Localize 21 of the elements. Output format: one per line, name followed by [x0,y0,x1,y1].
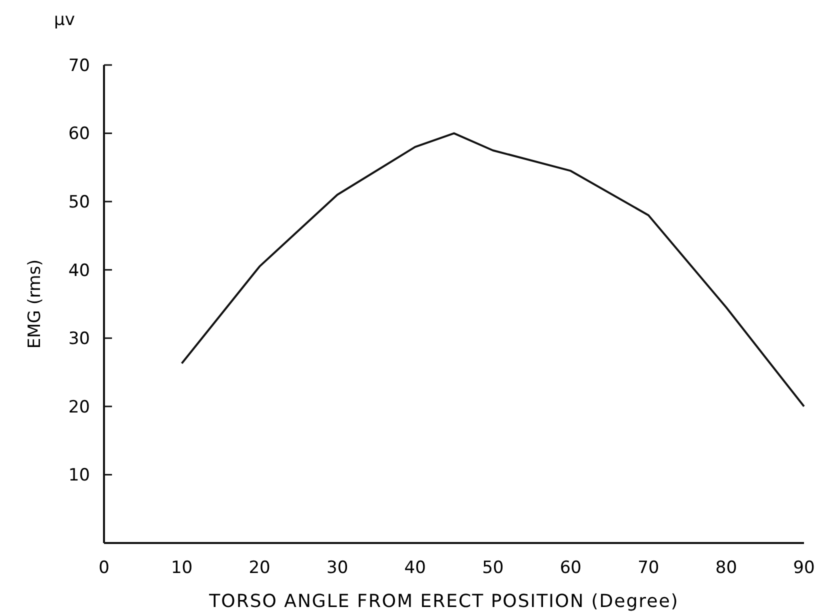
x-tick-label: 70 [638,558,660,578]
y-tick-label: 40 [68,260,90,281]
x-tick-label: 30 [326,558,348,578]
y-tick-label: 10 [68,466,90,486]
x-tick-label: 0 [98,558,110,578]
y-tick-label: 60 [68,124,90,144]
x-tick-label: 90 [793,558,815,578]
x-tick-label: 50 [482,558,504,578]
x-tick-label: 80 [715,558,738,578]
x-axis-title: TORSO ANGLE FROM ERECT POSITION (Degree) [208,591,679,612]
x-tick-label: 20 [248,558,270,578]
y-tick-label: 30 [68,329,90,350]
x-tick-label: 40 [404,558,426,578]
y-tick-label: 50 [68,192,90,213]
line-series [180,132,805,408]
x-tick-label: 60 [560,558,582,578]
text: μv [54,10,75,30]
y-tick-label: 20 [68,397,90,418]
x-tick-label: 10 [170,558,193,578]
y-tick-label: 70 [68,56,90,76]
y-axis-title: EMG (rms) [25,259,45,349]
